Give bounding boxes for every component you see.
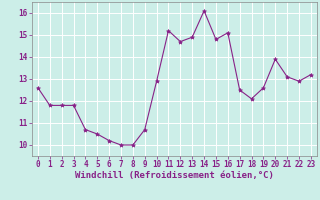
X-axis label: Windchill (Refroidissement éolien,°C): Windchill (Refroidissement éolien,°C) bbox=[75, 171, 274, 180]
